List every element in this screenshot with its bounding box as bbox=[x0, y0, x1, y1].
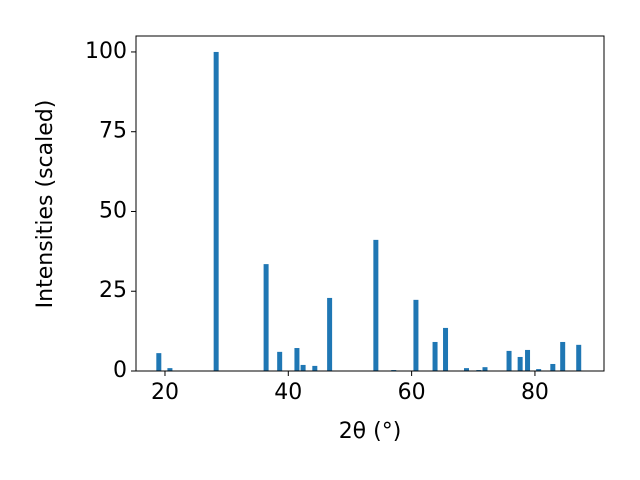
bar bbox=[373, 239, 379, 371]
bar bbox=[167, 368, 173, 371]
bar bbox=[482, 367, 488, 371]
bar bbox=[294, 348, 300, 371]
bar bbox=[560, 341, 566, 371]
x-tick-label: 80 bbox=[521, 380, 549, 405]
bar bbox=[213, 51, 219, 371]
bar bbox=[263, 264, 269, 371]
bar bbox=[432, 341, 438, 371]
y-tick-label: 50 bbox=[99, 198, 127, 223]
y-axis-label: Intensities (scaled) bbox=[33, 100, 58, 309]
bar bbox=[506, 350, 512, 371]
x-tick-label: 60 bbox=[398, 380, 426, 405]
y-tick-label: 25 bbox=[99, 278, 127, 303]
y-tick-label: 75 bbox=[99, 119, 127, 144]
bar bbox=[300, 364, 306, 371]
y-tick-label: 0 bbox=[113, 358, 127, 383]
x-tick-label: 20 bbox=[151, 380, 179, 405]
plot-frame bbox=[135, 35, 605, 372]
bar bbox=[517, 356, 523, 371]
bar bbox=[536, 369, 542, 371]
x-tick-label: 40 bbox=[274, 380, 302, 405]
bar bbox=[277, 351, 283, 371]
bar bbox=[443, 327, 449, 371]
bar bbox=[463, 368, 469, 371]
bar bbox=[327, 297, 333, 371]
bar bbox=[312, 365, 318, 371]
y-tick-label: 100 bbox=[85, 39, 127, 64]
x-axis-label: 2θ (°) bbox=[339, 419, 402, 444]
bar bbox=[550, 363, 556, 371]
bar bbox=[413, 299, 419, 371]
bar bbox=[525, 349, 531, 371]
bar bbox=[576, 344, 582, 371]
bar bbox=[156, 353, 162, 371]
